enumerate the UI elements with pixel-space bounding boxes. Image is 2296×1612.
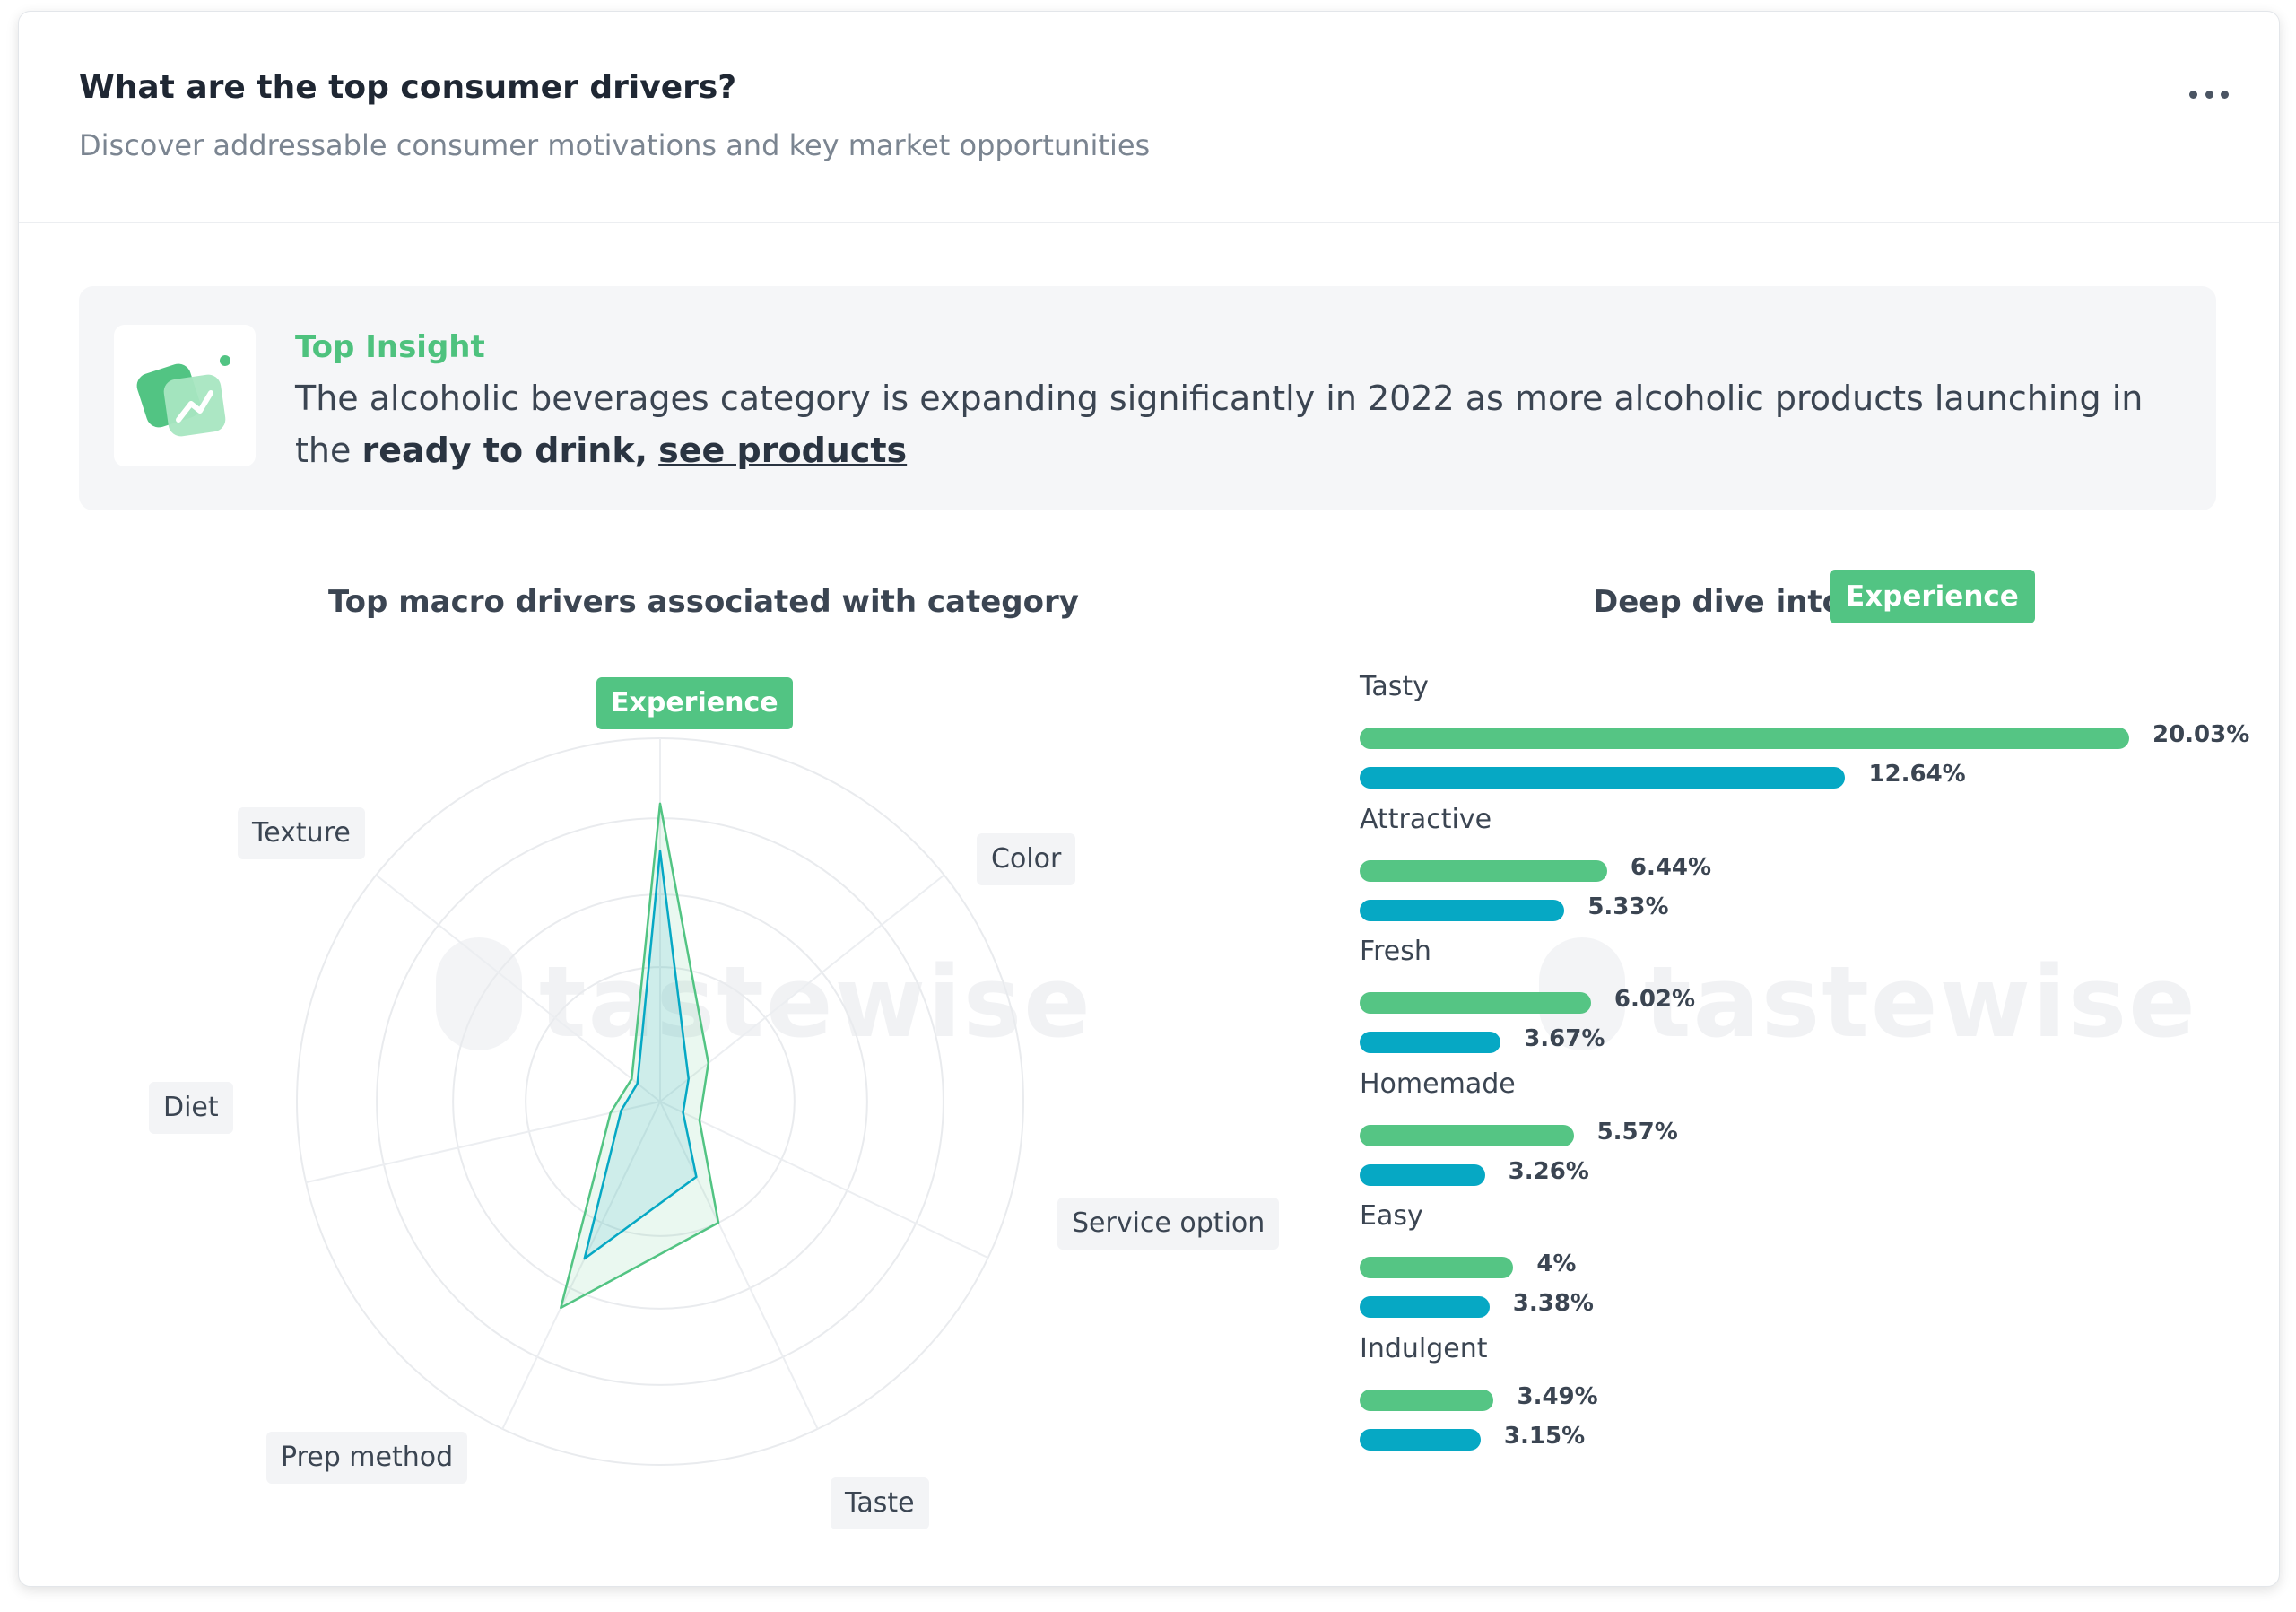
bar-green[interactable] xyxy=(1360,728,2129,749)
bar-blue[interactable] xyxy=(1360,767,1846,789)
top-insight-panel: Top Insight The alcoholic beverages cate… xyxy=(79,286,2216,510)
radar-chart xyxy=(296,737,1024,1466)
bar-value-label: 3.26% xyxy=(1508,1157,1589,1185)
insight-label: Top Insight xyxy=(295,329,485,365)
bar-green[interactable] xyxy=(1360,1257,1514,1278)
bar-category-label: Easy xyxy=(1360,1200,1423,1232)
bar-value-label: 5.33% xyxy=(1587,893,1669,920)
bar-blue[interactable] xyxy=(1360,1032,1501,1053)
bar-category-label: Tasty xyxy=(1360,671,1429,702)
insight-text: The alcoholic beverages category is expa… xyxy=(295,372,2179,476)
insight-highlight: ready to drink, xyxy=(361,431,648,470)
bar-green[interactable] xyxy=(1360,1389,1494,1411)
bar-blue[interactable] xyxy=(1360,1428,1481,1451)
bar-green[interactable] xyxy=(1360,992,1591,1014)
radar-axis-label-texture[interactable]: Texture xyxy=(238,807,365,859)
card-subtitle: Discover addressable consumer motivation… xyxy=(79,128,1151,162)
bar-blue[interactable] xyxy=(1360,1296,1490,1318)
deep-dive-title: Deep dive into xyxy=(1593,584,1844,620)
radar-axis-line xyxy=(501,1101,661,1430)
radar-axis-label-diet[interactable]: Diet xyxy=(149,1082,233,1134)
drivers-card: What are the top consumer drivers? Disco… xyxy=(18,11,2280,1587)
card-title: What are the top consumer drivers? xyxy=(79,69,737,106)
bar-value-label: 6.02% xyxy=(1613,986,1696,1013)
insight-body: The alcoholic beverages category is expa… xyxy=(295,379,2144,470)
radar-series-inner xyxy=(583,850,698,1260)
bars-watermark: tastewise xyxy=(1644,945,2197,1059)
radar-chart-title: Top macro drivers associated with catego… xyxy=(328,584,1079,620)
bar-value-label: 3.38% xyxy=(1512,1290,1594,1317)
dot-icon xyxy=(2221,90,2229,99)
bar-category-label: Attractive xyxy=(1360,803,1492,835)
bar-category-label: Homemade xyxy=(1360,1067,1516,1100)
dot-icon xyxy=(2205,90,2213,99)
radar-axis-line xyxy=(659,1101,989,1259)
radar-axis-label-taste[interactable]: Taste xyxy=(831,1477,929,1529)
bar-value-label: 3.67% xyxy=(1524,1025,1605,1052)
radar-axis-label-prep-method[interactable]: Prep method xyxy=(266,1432,468,1484)
trend-chart-icon xyxy=(114,325,256,466)
bar-value-label: 6.44% xyxy=(1630,853,1712,881)
more-options-button[interactable] xyxy=(2182,76,2236,112)
dot-icon xyxy=(2189,90,2197,99)
bar-green[interactable] xyxy=(1360,1124,1574,1146)
radar-axis-label-color[interactable]: Color xyxy=(977,833,1076,885)
radar-axis-line xyxy=(659,1101,819,1430)
deep-dive-driver-badge[interactable]: Experience xyxy=(1830,570,2035,623)
bar-blue[interactable] xyxy=(1360,1163,1485,1186)
see-products-link[interactable]: see products xyxy=(658,431,908,470)
bar-value-label: 3.49% xyxy=(1517,1382,1598,1410)
bar-value-label: 5.57% xyxy=(1596,1118,1678,1146)
bar-value-label: 3.15% xyxy=(1503,1422,1586,1450)
bar-green[interactable] xyxy=(1360,859,1607,882)
radar-axis-line xyxy=(375,874,661,1102)
bar-category-label: Indulgent xyxy=(1360,1332,1488,1364)
bar-blue[interactable] xyxy=(1360,899,1565,921)
radar-axis-label-service-option[interactable]: Service option xyxy=(1057,1198,1280,1250)
header-divider xyxy=(19,222,2279,223)
radar-axis-line xyxy=(305,1101,661,1184)
bar-value-label: 4% xyxy=(1536,1250,1577,1277)
bar-value-label: 20.03% xyxy=(2152,721,2250,748)
radar-axis-label-experience[interactable]: Experience xyxy=(596,677,793,729)
bar-value-label: 12.64% xyxy=(1868,761,1966,788)
bar-category-label: Fresh xyxy=(1360,936,1431,967)
